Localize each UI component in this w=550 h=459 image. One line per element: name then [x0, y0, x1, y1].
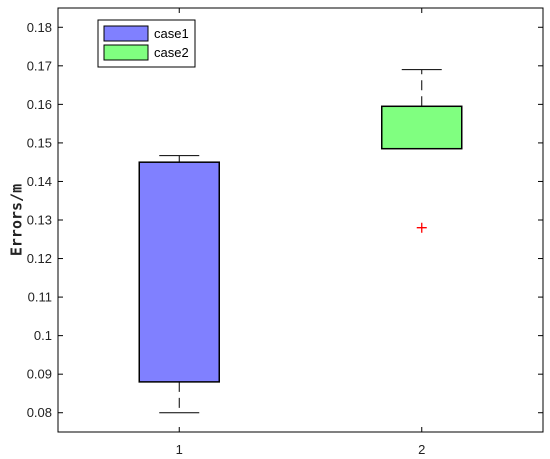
legend-swatch-case2: [103, 44, 149, 61]
y-tick-label: 0.14: [27, 174, 52, 189]
box-case1: [138, 155, 220, 414]
outlier-marker: [416, 222, 427, 233]
boxes-layer: [138, 69, 463, 414]
y-tick-label: 0.12: [27, 251, 52, 266]
ticks-layer: 0.08 0.09 0.1 0.11 0.12 0.13 0.14 0.15 0.16 0.17 0…: [27, 8, 543, 457]
y-tick-label: 0.13: [27, 213, 52, 228]
y-tick-label: 0.1: [34, 328, 52, 343]
box-body: [381, 105, 463, 150]
legend-items: case1 case2: [103, 25, 189, 61]
y-tick-label: 0.17: [27, 58, 52, 73]
box-case2: [381, 69, 463, 233]
y-tick-label: 0.09: [27, 367, 52, 382]
x-tick-label: 2: [418, 442, 425, 457]
y-axis-label: Errors/m: [7, 184, 25, 256]
y-tick-label: 0.11: [28, 290, 52, 305]
x-tick-label: 1: [176, 442, 183, 457]
y-tick-label: 0.18: [27, 20, 52, 35]
legend-swatch-case1: [103, 25, 149, 42]
y-tick-label: 0.08: [27, 405, 52, 420]
y-tick-label: 0.16: [27, 97, 52, 112]
box-body: [138, 161, 220, 383]
legend-label-case1: case1: [154, 26, 189, 41]
legend: case1 case2: [97, 19, 196, 68]
y-tick-label: 0.15: [27, 135, 52, 150]
axes-frame: [57, 7, 544, 433]
legend-label-case2: case2: [154, 45, 189, 60]
